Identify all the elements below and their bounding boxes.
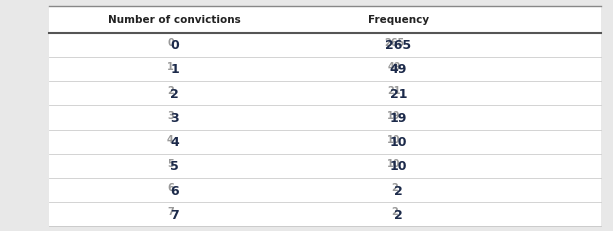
Text: 3: 3 [167, 110, 174, 120]
Text: Frequency: Frequency [368, 15, 429, 25]
Text: 5: 5 [170, 160, 179, 173]
Text: 265: 265 [384, 38, 405, 48]
Text: 5: 5 [167, 158, 174, 168]
Text: 2: 2 [170, 87, 179, 100]
Text: 49: 49 [390, 63, 407, 76]
Text: 4: 4 [167, 134, 174, 144]
Text: 10: 10 [390, 160, 407, 173]
Text: 2: 2 [167, 86, 174, 96]
Text: 21: 21 [387, 86, 401, 96]
Text: 3: 3 [170, 111, 179, 124]
Text: 2: 2 [394, 184, 403, 197]
Text: 19: 19 [387, 110, 401, 120]
Text: 1: 1 [167, 62, 174, 72]
Text: 0: 0 [170, 39, 179, 52]
Text: 10: 10 [390, 136, 407, 149]
Text: 2: 2 [390, 207, 398, 216]
Text: 1: 1 [170, 63, 179, 76]
Text: 265: 265 [386, 39, 411, 52]
Text: 19: 19 [390, 111, 407, 124]
Text: 7: 7 [170, 208, 179, 221]
Text: 7: 7 [167, 207, 174, 216]
Text: 10: 10 [387, 134, 401, 144]
Text: 6: 6 [167, 182, 174, 192]
Text: 2: 2 [390, 182, 398, 192]
Text: 21: 21 [390, 87, 407, 100]
Text: 2: 2 [394, 208, 403, 221]
Text: 6: 6 [170, 184, 179, 197]
Text: Number of convictions: Number of convictions [109, 15, 241, 25]
Text: 4: 4 [170, 136, 179, 149]
Text: 0: 0 [167, 38, 174, 48]
Text: 49: 49 [387, 62, 401, 72]
Text: 10: 10 [387, 158, 401, 168]
